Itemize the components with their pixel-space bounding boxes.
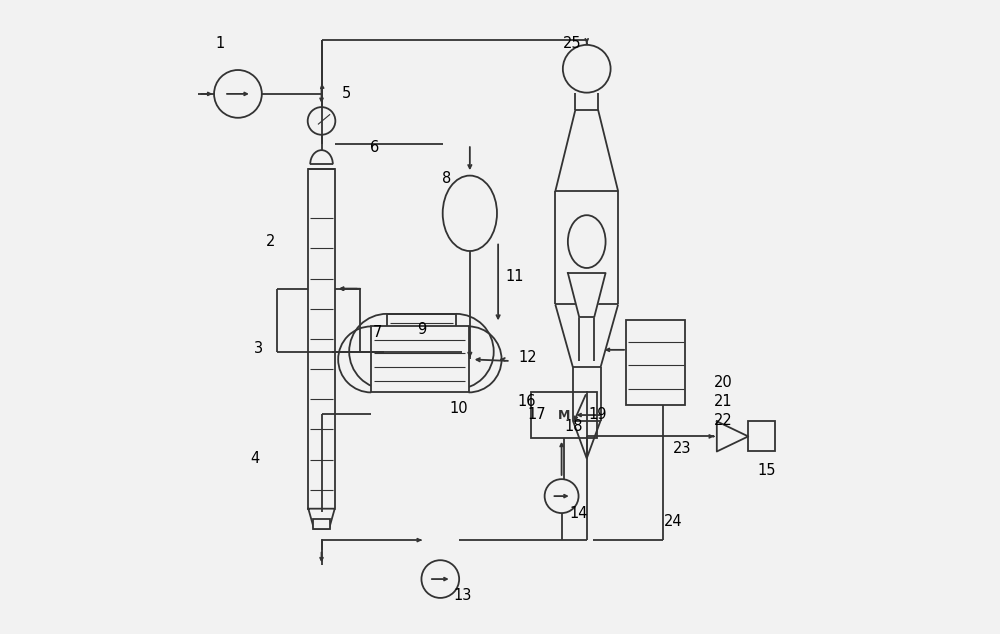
- Bar: [387, 314, 456, 389]
- Circle shape: [545, 479, 579, 513]
- Bar: [626, 320, 685, 405]
- Text: 9: 9: [417, 322, 426, 337]
- Circle shape: [563, 45, 611, 93]
- Text: 17: 17: [527, 407, 546, 422]
- Text: 4: 4: [250, 451, 260, 466]
- Polygon shape: [308, 508, 335, 529]
- Text: 3: 3: [253, 341, 263, 356]
- Ellipse shape: [568, 215, 606, 268]
- Text: 13: 13: [453, 588, 471, 603]
- Text: 5: 5: [341, 86, 351, 101]
- Text: 19: 19: [588, 407, 607, 422]
- Text: 8: 8: [442, 171, 451, 186]
- Bar: [313, 519, 330, 529]
- Text: 12: 12: [518, 351, 537, 365]
- Polygon shape: [717, 422, 748, 451]
- Circle shape: [421, 560, 459, 598]
- Text: 1: 1: [216, 36, 225, 51]
- Text: 6: 6: [370, 140, 379, 155]
- Text: 10: 10: [450, 401, 468, 416]
- Polygon shape: [568, 273, 606, 317]
- Text: 7: 7: [373, 325, 382, 340]
- Text: 14: 14: [569, 505, 588, 521]
- Bar: [531, 392, 597, 437]
- Circle shape: [308, 107, 335, 135]
- Text: M: M: [558, 408, 570, 422]
- Text: 16: 16: [517, 394, 536, 410]
- Text: 25: 25: [563, 36, 582, 51]
- Text: 22: 22: [714, 413, 732, 428]
- Bar: [371, 327, 469, 392]
- Text: 20: 20: [714, 375, 732, 391]
- Text: 15: 15: [758, 463, 776, 479]
- Text: 11: 11: [505, 269, 524, 283]
- Text: 23: 23: [673, 441, 691, 456]
- Bar: [748, 422, 775, 451]
- Text: 2: 2: [266, 234, 275, 249]
- Text: 24: 24: [664, 514, 682, 529]
- Bar: [308, 169, 335, 508]
- Text: 18: 18: [565, 420, 583, 434]
- Text: 21: 21: [714, 394, 732, 410]
